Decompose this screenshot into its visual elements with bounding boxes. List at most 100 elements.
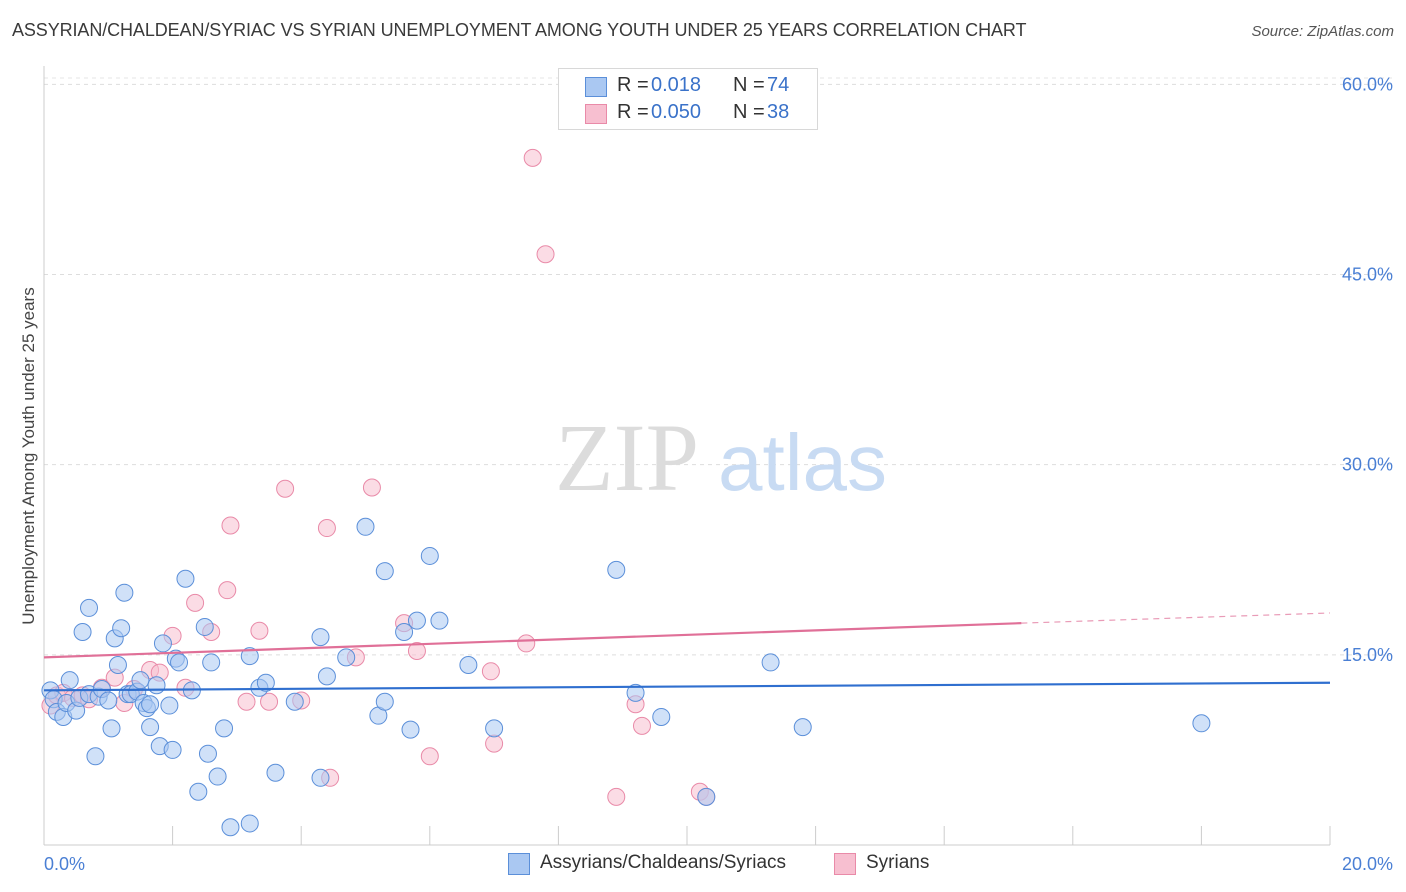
point-assyrians: [407, 611, 426, 630]
point-assyrians: [115, 583, 134, 602]
chart-title: ASSYRIAN/CHALDEAN/SYRIAC VS SYRIAN UNEMP…: [12, 20, 1027, 40]
legend-n-value: 74: [767, 74, 790, 96]
series-assyrians-points: [41, 517, 1211, 837]
point-assyrians: [626, 683, 645, 702]
y-tick-label: 15.0%: [1342, 645, 1393, 665]
legend-swatch-blue: [585, 77, 607, 97]
watermark-zip: ZIP: [555, 404, 699, 511]
legend-r-value: 0.018: [651, 74, 702, 96]
point-assyrians: [112, 619, 131, 638]
stats-legend: R = 0.018 N = 74 R = 0.050 N = 38: [558, 68, 818, 130]
legend-r-label: R =: [617, 101, 649, 123]
x-tick-label-max: 20.0%: [1342, 854, 1393, 874]
y-tick-label: 45.0%: [1342, 264, 1393, 284]
point-assyrians: [102, 719, 121, 738]
point-syrians: [607, 787, 626, 806]
y-axis-label: Unemployment Among Youth under 25 years: [19, 287, 38, 624]
point-assyrians: [401, 720, 420, 739]
point-assyrians: [375, 562, 394, 581]
point-assyrians: [202, 653, 221, 672]
source-label: Source: ZipAtlas.com: [1251, 23, 1394, 40]
legend-r-value: 0.050: [651, 101, 702, 123]
point-syrians: [523, 148, 542, 167]
point-assyrians: [240, 647, 259, 666]
legend-label-assyrians: Assyrians/Chaldeans/Syriacs: [540, 852, 787, 873]
grid-lines: [44, 77, 1392, 656]
point-assyrians: [240, 814, 259, 833]
point-syrians: [481, 662, 500, 681]
point-assyrians: [170, 653, 189, 672]
legend-n-value: 38: [767, 101, 790, 123]
point-assyrians: [163, 740, 182, 759]
point-assyrians: [208, 767, 227, 786]
point-assyrians: [459, 655, 478, 674]
point-assyrians: [195, 617, 214, 636]
series-legend: Assyrians/Chaldeans/Syriacs Syrians: [0, 852, 1406, 878]
point-assyrians: [73, 623, 92, 642]
point-assyrians: [317, 667, 336, 686]
y-tick-label: 30.0%: [1342, 455, 1393, 475]
point-syrians: [420, 747, 439, 766]
point-syrians: [218, 581, 237, 600]
point-assyrians: [99, 691, 118, 710]
point-syrians: [237, 692, 256, 711]
point-assyrians: [420, 546, 439, 565]
legend-n-label: N =: [733, 101, 765, 123]
point-assyrians: [147, 676, 166, 695]
point-syrians: [362, 478, 381, 497]
watermark-atlas: atlas: [718, 418, 887, 507]
legend-label-syrians: Syrians: [866, 852, 930, 873]
legend-r-label: R =: [617, 74, 649, 96]
point-assyrians: [256, 673, 275, 692]
point-assyrians: [221, 818, 240, 837]
point-assyrians: [395, 623, 414, 642]
point-assyrians: [375, 692, 394, 711]
point-syrians: [276, 479, 295, 498]
point-assyrians: [153, 634, 172, 653]
point-assyrians: [131, 671, 150, 690]
point-assyrians: [141, 718, 160, 737]
point-syrians: [517, 634, 536, 653]
point-assyrians: [485, 719, 504, 738]
point-assyrians: [1192, 714, 1211, 733]
legend-swatch-pink: [834, 853, 856, 875]
point-assyrians: [86, 747, 105, 766]
point-syrians: [186, 593, 205, 612]
point-assyrians: [176, 569, 195, 588]
point-assyrians: [189, 782, 208, 801]
trend-line-assyrians: [43, 681, 1331, 692]
point-assyrians: [266, 763, 285, 782]
tick-labels: 15.0% 30.0% 45.0% 60.0% 0.0% 20.0%: [44, 74, 1393, 874]
point-assyrians: [215, 719, 234, 738]
legend-n-label: N =: [733, 74, 765, 96]
point-syrians: [260, 692, 279, 711]
point-syrians: [407, 642, 426, 661]
point-assyrians: [430, 611, 449, 630]
y-tick-label: 60.0%: [1342, 74, 1393, 94]
point-assyrians: [761, 653, 780, 672]
x-tick-label-min: 0.0%: [44, 854, 85, 874]
point-syrians: [221, 516, 240, 535]
point-assyrians: [652, 707, 671, 726]
point-syrians: [536, 245, 555, 264]
point-assyrians: [793, 718, 812, 737]
trend-line-syrians: [43, 622, 1022, 659]
point-assyrians: [108, 655, 127, 674]
point-syrians: [485, 734, 504, 753]
point-assyrians: [80, 598, 99, 617]
trend-lines: [43, 612, 1331, 692]
axes: [43, 66, 1331, 846]
point-assyrians: [311, 768, 330, 787]
point-assyrians: [141, 695, 160, 714]
point-syrians: [317, 519, 336, 538]
point-assyrians: [198, 744, 217, 763]
legend-swatch-pink: [585, 104, 607, 124]
point-assyrians: [60, 671, 79, 690]
point-syrians: [250, 621, 269, 640]
legend-swatch-blue: [508, 853, 530, 875]
point-assyrians: [311, 628, 330, 647]
point-assyrians: [337, 648, 356, 667]
point-assyrians: [697, 787, 716, 806]
trend-line-syrians-extension: [1021, 612, 1331, 624]
